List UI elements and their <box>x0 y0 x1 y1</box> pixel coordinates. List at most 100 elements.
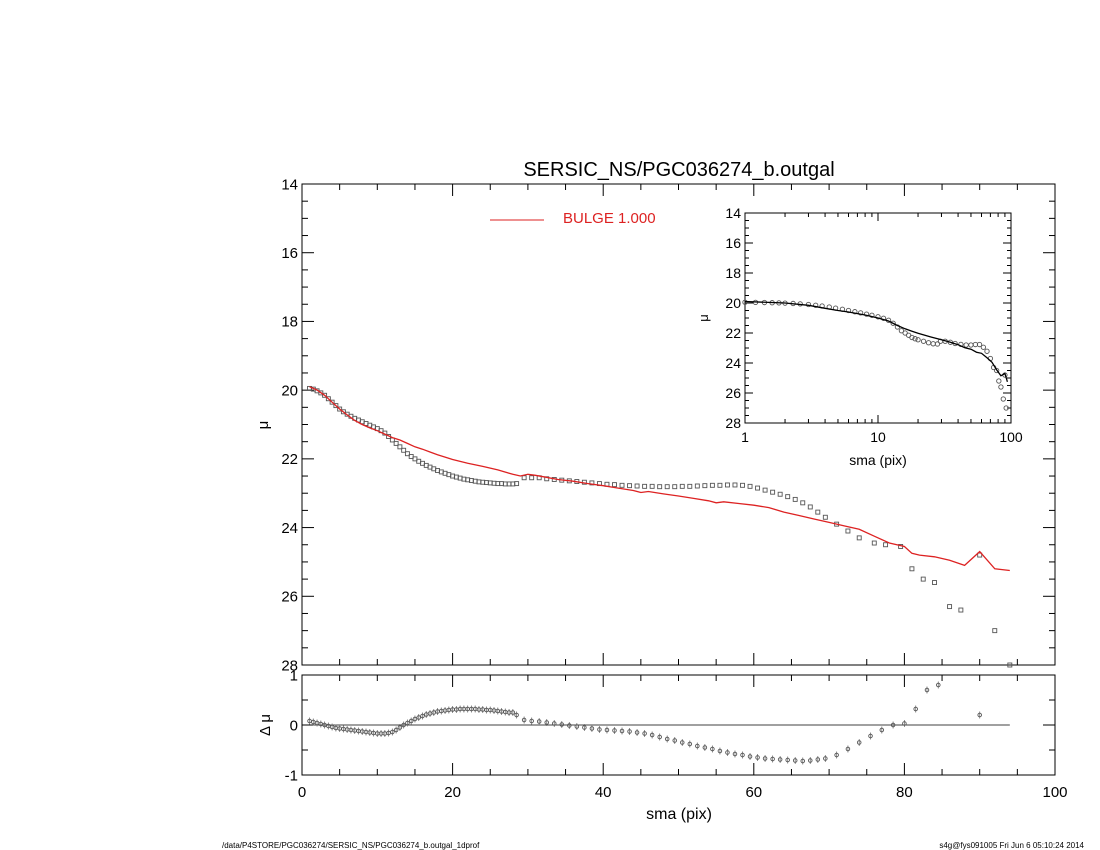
residual-point <box>408 718 414 724</box>
data-point <box>325 396 331 402</box>
data-point <box>589 480 595 486</box>
inset-x-axis-label: sma (pix) <box>849 452 907 468</box>
residual-x-tick-label: 0 <box>298 784 306 801</box>
data-point <box>747 483 753 489</box>
inset-y-tick-label: 20 <box>725 295 741 311</box>
data-point <box>612 482 617 488</box>
inset-data-point <box>857 310 864 316</box>
data-point <box>642 483 648 489</box>
data-point <box>627 483 633 489</box>
data-point <box>337 406 343 412</box>
inset-data-point <box>875 314 881 320</box>
legend: BULGE 1.000 <box>490 210 656 227</box>
inset-axes: 1 10 100 14 16 18 20 22 24 26 28 <box>725 205 1022 445</box>
residual-point <box>702 745 708 750</box>
residual-point <box>762 756 768 761</box>
residual-x-tick-label: 100 <box>1042 784 1067 801</box>
inset-data-point <box>845 307 852 314</box>
residual-point <box>612 728 617 733</box>
data-point <box>664 484 670 490</box>
data-point <box>657 484 663 490</box>
inset-data-point <box>909 334 915 341</box>
inset-y-tick-label: 28 <box>725 415 741 431</box>
data-point <box>755 485 761 491</box>
data-point <box>672 484 678 490</box>
data-point <box>687 483 693 489</box>
residual-point <box>879 727 885 733</box>
residual-point <box>412 716 418 722</box>
data-point <box>807 504 813 510</box>
inset-y-tick-label: 24 <box>725 355 741 371</box>
inset-data-point <box>915 337 921 343</box>
residual-point <box>397 725 403 730</box>
data-point <box>822 514 828 520</box>
residual-point <box>649 732 655 738</box>
main-y-tick-label: 28 <box>281 657 298 674</box>
data-point <box>845 528 851 534</box>
data-point <box>785 494 791 500</box>
data-point <box>694 483 700 489</box>
data-point <box>634 483 640 489</box>
residual-point <box>834 752 839 758</box>
residual-point <box>416 715 421 720</box>
residual-point <box>800 758 805 764</box>
residual-point <box>567 723 572 728</box>
residual-point <box>808 758 813 763</box>
inset-data-point <box>863 311 870 317</box>
residual-point <box>401 722 406 728</box>
data-point <box>649 483 655 489</box>
residual-point <box>390 729 395 735</box>
residual-point <box>913 706 918 712</box>
residual-point <box>405 720 410 726</box>
residual-y-tick-label: 1 <box>290 667 298 684</box>
residual-point <box>559 722 565 727</box>
residual-y-axis-label: Δ μ <box>257 714 274 736</box>
data-point <box>709 482 715 488</box>
data-point <box>883 542 889 548</box>
residual-x-tick-label: 60 <box>745 784 762 801</box>
residual-point <box>536 719 542 724</box>
data-point <box>947 604 953 610</box>
residual-point <box>687 741 693 747</box>
residual-point <box>634 730 640 735</box>
residual-point <box>717 748 723 754</box>
inset-y-tick-label: 16 <box>725 235 741 251</box>
main-y-tick-label: 26 <box>281 589 298 606</box>
main-y-tick-label: 14 <box>281 176 298 193</box>
data-point <box>717 482 723 488</box>
residual-point <box>890 722 896 728</box>
inset-y-tick-label: 26 <box>725 385 741 401</box>
data-point <box>702 483 708 489</box>
data-point <box>977 552 983 558</box>
residual-point <box>815 757 821 762</box>
main-y-tick-label: 22 <box>281 451 298 468</box>
data-point <box>1007 662 1013 668</box>
residual-point <box>777 757 783 762</box>
residual-point <box>664 736 670 742</box>
legend-entry-bulge: BULGE 1.000 <box>563 210 656 227</box>
residual-point <box>552 721 557 726</box>
data-point <box>619 482 625 488</box>
data-point <box>909 566 915 572</box>
main-y-tick-label: 16 <box>281 245 298 262</box>
data-point <box>992 628 998 634</box>
main-y-tick-label: 20 <box>281 382 298 399</box>
inset-x-tick-label: 1 <box>741 429 749 445</box>
data-point <box>856 535 862 541</box>
data-point <box>529 475 535 481</box>
residual-y-tick-label: -1 <box>285 767 298 784</box>
residual-y-tick-label: 0 <box>290 717 298 734</box>
residual-point <box>510 710 516 715</box>
inset-y-axis-label: μ <box>696 314 711 322</box>
residual-x-tick-label: 80 <box>896 784 913 801</box>
inset-data-point <box>869 312 875 318</box>
residual-point <box>792 758 798 763</box>
inset-data-point <box>912 336 918 342</box>
residual-point <box>710 746 715 752</box>
data-point <box>770 489 776 495</box>
residual-point <box>604 727 610 733</box>
data-point <box>932 580 937 585</box>
data-point <box>401 447 407 453</box>
residual-point <box>582 725 587 730</box>
residual-point <box>529 718 534 724</box>
